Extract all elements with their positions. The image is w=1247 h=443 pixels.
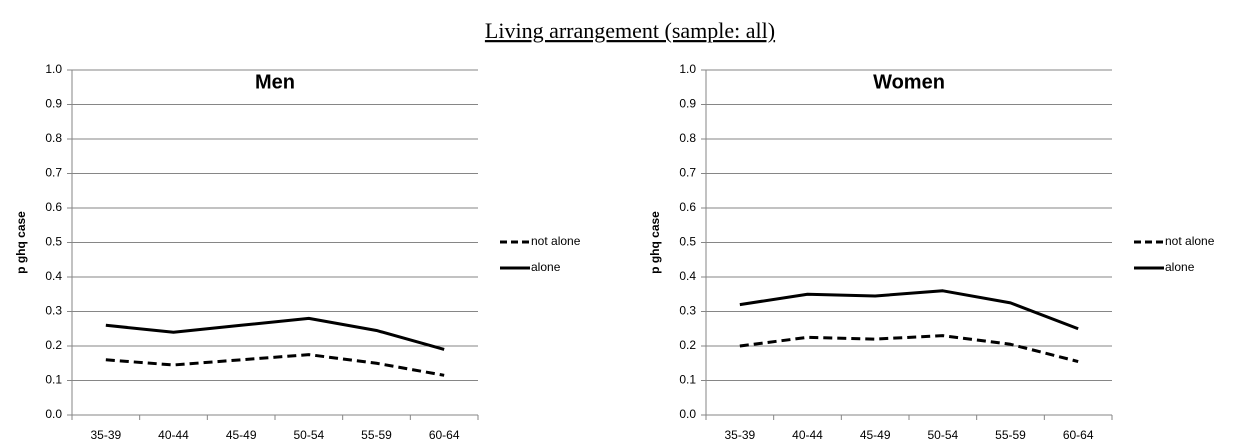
page-title: Living arrangement (sample: all) — [485, 18, 775, 43]
y-tick-label: 0.9 — [45, 97, 62, 111]
legend-label: not alone — [531, 234, 581, 248]
y-tick-label: 0.4 — [45, 269, 62, 283]
y-tick-label: 0.5 — [679, 235, 696, 249]
y-tick-label: 0.4 — [679, 269, 696, 283]
x-tick-label: 50-54 — [927, 428, 958, 442]
y-tick-label: 0.8 — [679, 131, 696, 145]
y-tick-label: 0.6 — [679, 200, 696, 214]
x-tick-label: 45-49 — [860, 428, 891, 442]
x-tick-label: 55-59 — [995, 428, 1026, 442]
y-tick-label: 0.1 — [679, 373, 696, 387]
x-tick-label: 45-49 — [226, 428, 257, 442]
y-axis-title: p ghq case — [14, 211, 28, 274]
series-line — [105, 353, 445, 377]
y-tick-label: 0.0 — [45, 407, 62, 421]
x-tick-label: 40-44 — [158, 428, 189, 442]
title-background — [249, 71, 301, 94]
title-background — [867, 71, 951, 94]
x-tick-label: 50-54 — [293, 428, 324, 442]
chart-title: Men — [255, 71, 295, 93]
x-tick-label: 35-39 — [724, 428, 755, 442]
y-tick-label: 0.1 — [45, 373, 62, 387]
legend-label: alone — [1165, 260, 1195, 274]
x-tick-label: 60-64 — [1063, 428, 1094, 442]
y-tick-label: 0.5 — [45, 235, 62, 249]
y-tick-label: 0.3 — [679, 304, 696, 318]
y-tick-label: 0.7 — [679, 166, 696, 180]
series-line — [739, 289, 1079, 331]
y-tick-label: 0.3 — [45, 304, 62, 318]
series-line — [739, 334, 1079, 363]
x-tick-label: 55-59 — [361, 428, 392, 442]
legend-label: alone — [531, 260, 561, 274]
series-line — [105, 316, 445, 351]
x-tick-label: 60-64 — [429, 428, 460, 442]
legend-label: not alone — [1165, 234, 1215, 248]
y-tick-label: 0.7 — [45, 166, 62, 180]
y-tick-label: 0.6 — [45, 200, 62, 214]
y-tick-label: 1.0 — [45, 62, 62, 76]
y-tick-label: 0.8 — [45, 131, 62, 145]
y-axis-title: p ghq case — [648, 211, 662, 274]
chart-title: Women — [873, 71, 945, 93]
x-tick-label: 35-39 — [90, 428, 121, 442]
y-tick-label: 0.2 — [45, 338, 62, 352]
y-tick-label: 0.2 — [679, 338, 696, 352]
x-tick-label: 40-44 — [792, 428, 823, 442]
y-tick-label: 0.9 — [679, 97, 696, 111]
y-tick-label: 1.0 — [679, 62, 696, 76]
y-tick-label: 0.0 — [679, 407, 696, 421]
